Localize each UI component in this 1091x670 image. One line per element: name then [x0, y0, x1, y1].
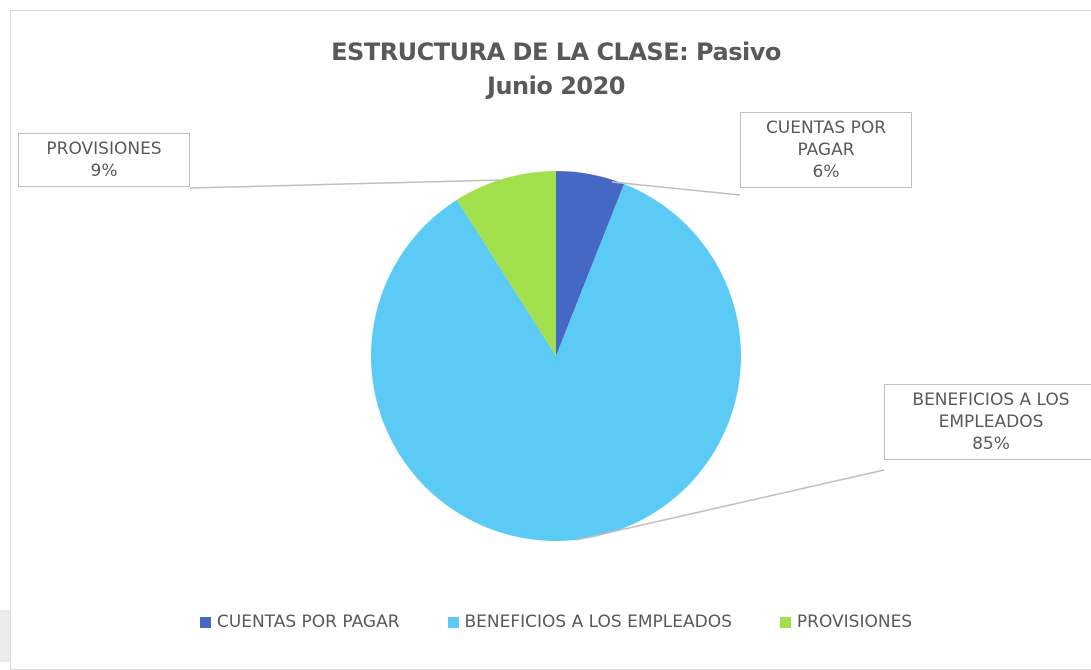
data-label-category: BENEFICIOS A LOS EMPLEADOS [912, 390, 1070, 432]
data-label-category: CUENTAS POR PAGAR [765, 118, 887, 160]
legend-label: CUENTAS POR PAGAR [216, 612, 400, 632]
pie-slice [556, 171, 625, 356]
legend-swatch [447, 616, 459, 628]
data-label: CUENTAS POR PAGAR 6% [740, 112, 912, 188]
pie-slice [456, 171, 556, 356]
background [0, 610, 10, 662]
chart-subtitle: Junio 2020 [487, 72, 625, 100]
data-label-value: 6% [812, 162, 840, 182]
leader-line [575, 469, 885, 541]
legend-item: PROVISIONES [779, 612, 913, 632]
data-label-category: PROVISIONES [46, 139, 162, 159]
data-label: PROVISIONES 9% [18, 133, 190, 187]
data-label-value: 9% [90, 161, 118, 181]
data-label-value: 85% [972, 434, 1010, 454]
leader-line [611, 181, 741, 196]
legend-item: BENEFICIOS A LOS EMPLEADOS [447, 612, 732, 632]
legend-label: PROVISIONES [796, 612, 913, 632]
chart-title: ESTRUCTURA DE LA CLASE: Pasivo [331, 38, 781, 66]
legend-label: BENEFICIOS A LOS EMPLEADOS [464, 612, 732, 632]
legend-swatch [779, 616, 791, 628]
legend-swatch [199, 616, 211, 628]
leader-line [189, 179, 501, 189]
data-label: BENEFICIOS A LOS EMPLEADOS 85% [884, 384, 1091, 460]
legend-item: CUENTAS POR PAGAR [199, 612, 400, 632]
legend: CUENTAS POR PAGAR BENEFICIOS A LOS EMPLEA… [0, 612, 1091, 632]
pie-slice [370, 183, 741, 542]
